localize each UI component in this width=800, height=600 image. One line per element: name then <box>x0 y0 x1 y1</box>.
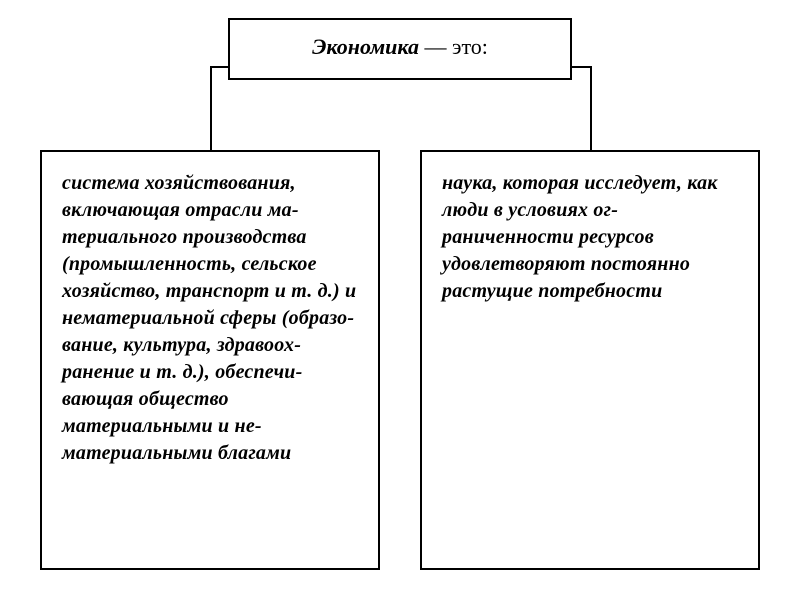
connector-v <box>210 66 212 150</box>
connector-h <box>210 66 228 68</box>
connector-h <box>572 66 592 68</box>
connector-v <box>590 66 592 150</box>
definition-text-left: система хозяйствования, включающая отрас… <box>62 172 356 464</box>
definition-text-right: наука, которая исследует, как люди в усл… <box>442 172 718 302</box>
definition-box-right: наука, которая исследует, как люди в усл… <box>420 150 760 570</box>
definition-box-left: система хозяйствования, включающая отрас… <box>40 150 380 570</box>
title-term: Экономика <box>312 34 419 59</box>
title-rest: — это: <box>425 34 488 59</box>
title-box: Экономика — это: <box>228 18 572 80</box>
diagram-canvas: Экономика — это: система хозяйствования,… <box>0 0 800 600</box>
